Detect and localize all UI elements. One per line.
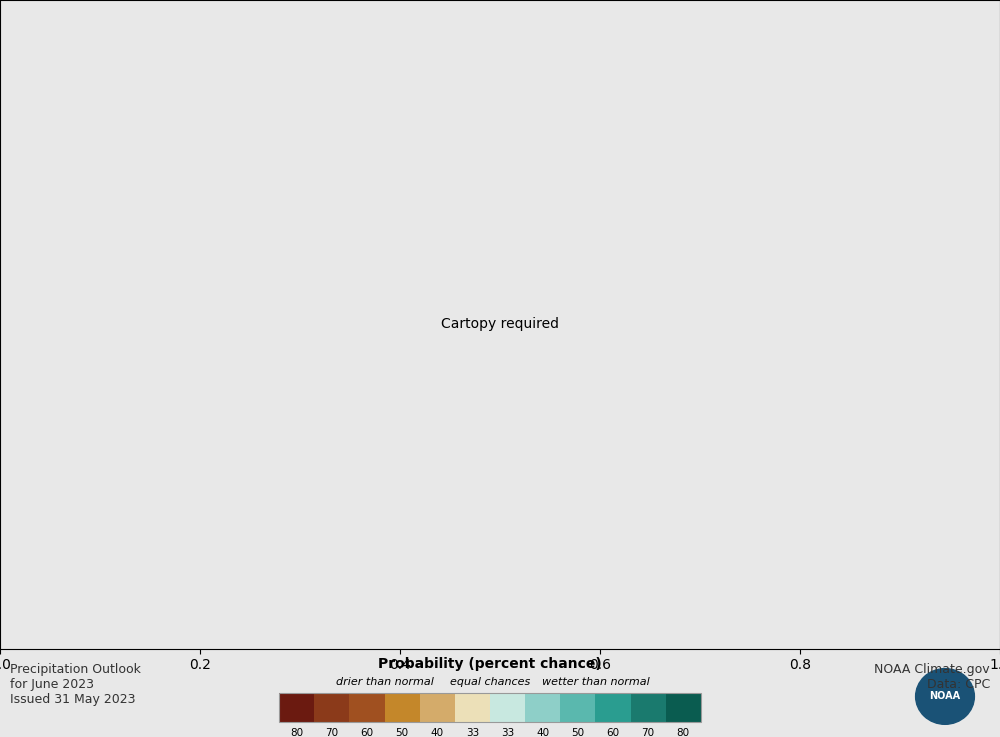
Text: drier than normal: drier than normal bbox=[336, 677, 434, 687]
Text: 50: 50 bbox=[571, 728, 584, 737]
Text: 40: 40 bbox=[431, 728, 444, 737]
Bar bbox=[560, 693, 595, 722]
Bar bbox=[595, 693, 631, 722]
Bar bbox=[455, 693, 543, 722]
Text: 60: 60 bbox=[360, 728, 374, 737]
Bar bbox=[420, 693, 455, 722]
Text: Precipitation Outlook
for June 2023
Issued 31 May 2023: Precipitation Outlook for June 2023 Issu… bbox=[10, 663, 141, 706]
Text: 80: 80 bbox=[677, 728, 690, 737]
Text: 50: 50 bbox=[396, 728, 409, 737]
Text: 70: 70 bbox=[642, 728, 655, 737]
Text: 80: 80 bbox=[290, 728, 303, 737]
Bar bbox=[279, 693, 314, 722]
Text: NOAA: NOAA bbox=[929, 691, 961, 702]
Text: Probability (percent chance): Probability (percent chance) bbox=[378, 657, 602, 671]
Text: 70: 70 bbox=[325, 728, 338, 737]
Text: equal chances: equal chances bbox=[450, 677, 530, 687]
Bar bbox=[631, 693, 666, 722]
Bar bbox=[666, 693, 701, 722]
Text: NOAA Climate.gov
Data: CPC: NOAA Climate.gov Data: CPC bbox=[874, 663, 990, 691]
Bar bbox=[525, 693, 560, 722]
Text: wetter than normal: wetter than normal bbox=[542, 677, 649, 687]
Text: 33: 33 bbox=[501, 728, 514, 737]
Text: 40: 40 bbox=[536, 728, 549, 737]
Text: 60: 60 bbox=[606, 728, 620, 737]
Bar bbox=[349, 693, 385, 722]
Bar bbox=[455, 693, 490, 722]
Circle shape bbox=[916, 668, 974, 724]
Bar bbox=[385, 693, 420, 722]
Bar bbox=[490, 693, 525, 722]
Bar bbox=[279, 693, 701, 722]
Bar bbox=[314, 693, 349, 722]
Text: Cartopy required: Cartopy required bbox=[441, 318, 559, 331]
Text: 33: 33 bbox=[466, 728, 479, 737]
